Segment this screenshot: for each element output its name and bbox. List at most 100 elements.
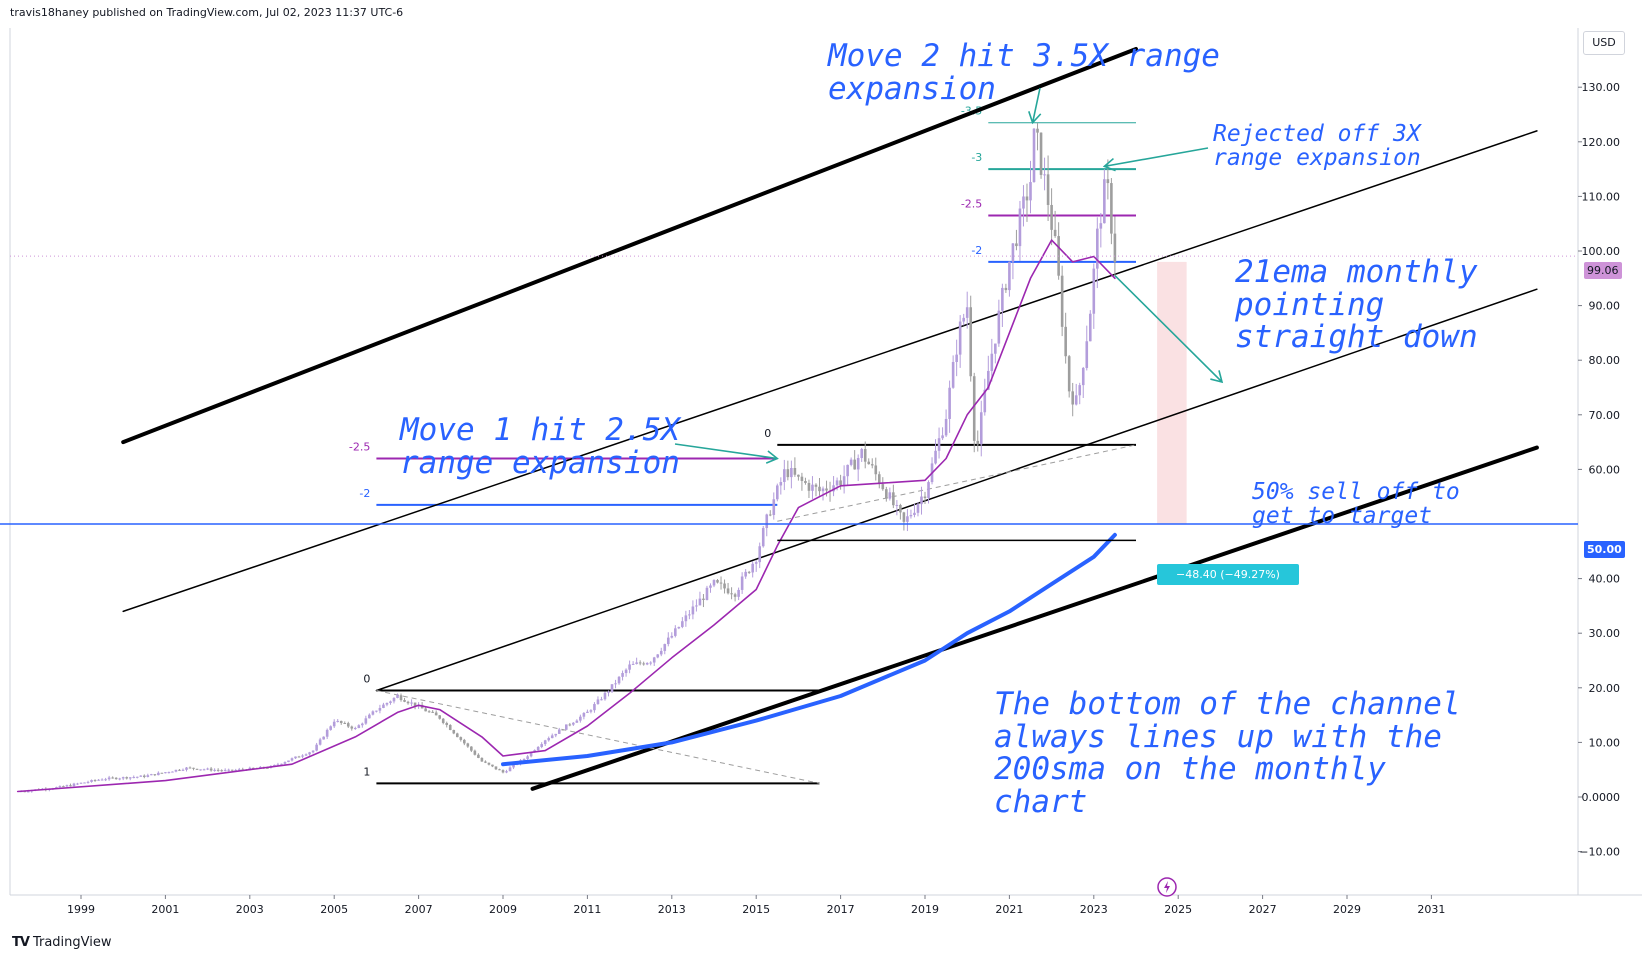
annotation-arrowhead (1028, 111, 1042, 125)
candle-down (972, 376, 976, 441)
candle-up (944, 418, 948, 436)
ema21-line (16, 239, 1116, 793)
candle-up (698, 598, 702, 606)
candle-down (498, 769, 501, 771)
candle-down (160, 772, 164, 774)
fib-level-label: 0 (363, 673, 370, 686)
candle-up (684, 615, 688, 622)
candle-up (652, 657, 656, 663)
candle-up (1085, 341, 1089, 368)
candle-up (888, 492, 892, 499)
candle-up (761, 528, 765, 547)
candle-down (484, 761, 487, 763)
lightning-bolt-icon[interactable] (1157, 877, 1177, 897)
dashed-trendline (376, 690, 820, 784)
fib-level-label: -2.5 (961, 198, 982, 211)
candle-down (424, 708, 427, 712)
candle-up (1032, 128, 1036, 183)
candle-up (97, 779, 100, 781)
annotation-ema-down: 21ema monthly pointing straight down (1235, 254, 1478, 356)
candle-down (1025, 196, 1029, 201)
candle-up (308, 752, 311, 755)
price-axis[interactable]: 130.00 120.00 110.00 100.00 90.00 80.00 70.00 6… (1578, 81, 1621, 859)
candle-up (965, 307, 969, 318)
candle-up (1043, 174, 1046, 176)
candle-down (477, 754, 480, 758)
candle-down (266, 767, 269, 769)
candle-up (695, 605, 698, 607)
candle-up (772, 499, 776, 516)
candle-up (593, 704, 596, 711)
candle-up (856, 458, 860, 470)
candle-down (445, 722, 449, 726)
time-tick-label: 2025 (1164, 903, 1192, 916)
candle-up (536, 746, 540, 751)
candle-up (979, 412, 983, 445)
candle-down (747, 571, 751, 573)
candle-up (659, 650, 663, 655)
candle-up (1008, 261, 1011, 291)
time-tick-label: 2007 (405, 903, 433, 916)
candle-down (125, 777, 129, 779)
candle-up (709, 585, 712, 588)
candle-up (916, 504, 920, 513)
candle-up (290, 758, 294, 761)
candle-up (790, 468, 793, 478)
candle-up (744, 571, 747, 577)
candle-down (839, 480, 842, 485)
price-tick-label: −10.00 (1579, 846, 1620, 859)
candle-up (1001, 287, 1004, 311)
candle-up (948, 387, 951, 419)
candle-up (543, 740, 547, 745)
candle-down (786, 469, 790, 478)
sma200-line (501, 532, 1117, 767)
candle-down (403, 700, 406, 702)
candle-up (213, 769, 216, 771)
price-tick-label: 110.00 (1582, 190, 1621, 203)
candle-up (522, 758, 526, 761)
candle-down (452, 730, 456, 734)
candle-up (72, 783, 76, 787)
candle-down (455, 733, 459, 738)
candle-up (617, 676, 621, 684)
annotation-arrow (1031, 87, 1041, 123)
tradingview-brand[interactable]: TV TradingView (12, 935, 111, 950)
candle-up (983, 389, 987, 413)
candle-down (1015, 243, 1018, 247)
candle-up (751, 563, 754, 573)
price-tick-label: 70.00 (1589, 409, 1621, 422)
candle-up (600, 699, 603, 701)
candle-down (343, 723, 347, 725)
candle-down (870, 464, 874, 466)
candle-down (178, 769, 181, 771)
price-tick-label: 30.00 (1589, 627, 1621, 640)
time-tick-label: 2019 (911, 903, 939, 916)
candle-up (318, 739, 322, 745)
candle-up (150, 774, 153, 776)
candle-up (927, 482, 930, 499)
candle-down (466, 743, 470, 747)
candle-down (1036, 128, 1039, 133)
candle-up (121, 777, 125, 779)
time-tick-label: 2027 (1249, 903, 1277, 916)
time-axis[interactable]: 1999 2001 2003 2005 2007 2009 2011 2013 2015 2017… (67, 895, 1445, 916)
candle-up (276, 764, 280, 766)
candle-down (874, 465, 878, 475)
current-price-tag: 99.06 (1584, 262, 1622, 279)
currency-selector[interactable]: USD (1583, 31, 1625, 55)
candle-down (448, 725, 452, 731)
annotation-rejected: Rejected off 3X range expansion (1213, 121, 1421, 172)
candle-down (153, 774, 157, 776)
candle-down (111, 777, 114, 779)
candle-up (90, 780, 93, 782)
candle-down (825, 488, 828, 491)
candle-up (529, 752, 533, 757)
candle-up (656, 654, 660, 658)
candle-up (227, 769, 230, 771)
candle-down (1071, 391, 1074, 405)
candle-down (143, 775, 146, 778)
candle-up (100, 779, 104, 781)
candle-down (438, 715, 441, 719)
candle-up (596, 699, 600, 705)
